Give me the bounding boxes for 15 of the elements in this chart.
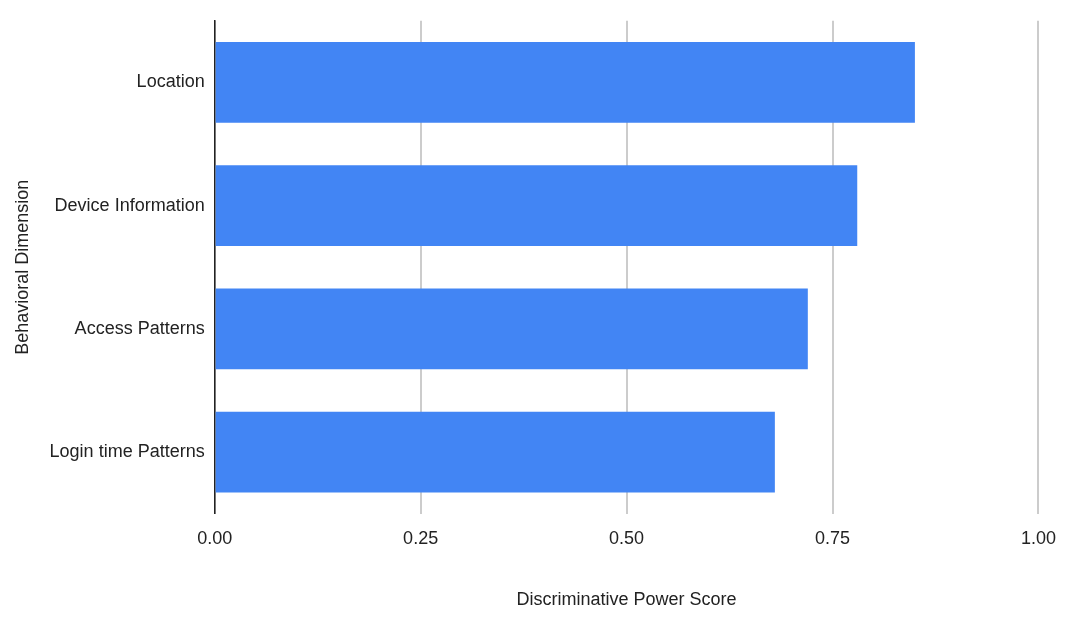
bar — [215, 165, 858, 247]
y-tick-label: Access Patterns — [74, 317, 205, 338]
bar — [215, 288, 808, 370]
y-tick-label: Login time Patterns — [49, 441, 205, 462]
y-tick-label: Location — [136, 71, 205, 92]
x-tick-label: 0.00 — [197, 527, 233, 548]
x-tick-label: 1.00 — [1020, 527, 1057, 548]
x-tick-label: 0.75 — [815, 527, 851, 548]
bar — [215, 42, 915, 123]
x-axis-title: Discriminative Power Score — [516, 589, 737, 610]
x-tick-label: 0.50 — [609, 527, 645, 548]
y-tick-label: Device Information — [54, 194, 205, 215]
y-axis-title: Behavioral Dimension — [11, 179, 32, 355]
x-tick-label: 0.25 — [403, 527, 439, 548]
bar — [215, 411, 775, 493]
